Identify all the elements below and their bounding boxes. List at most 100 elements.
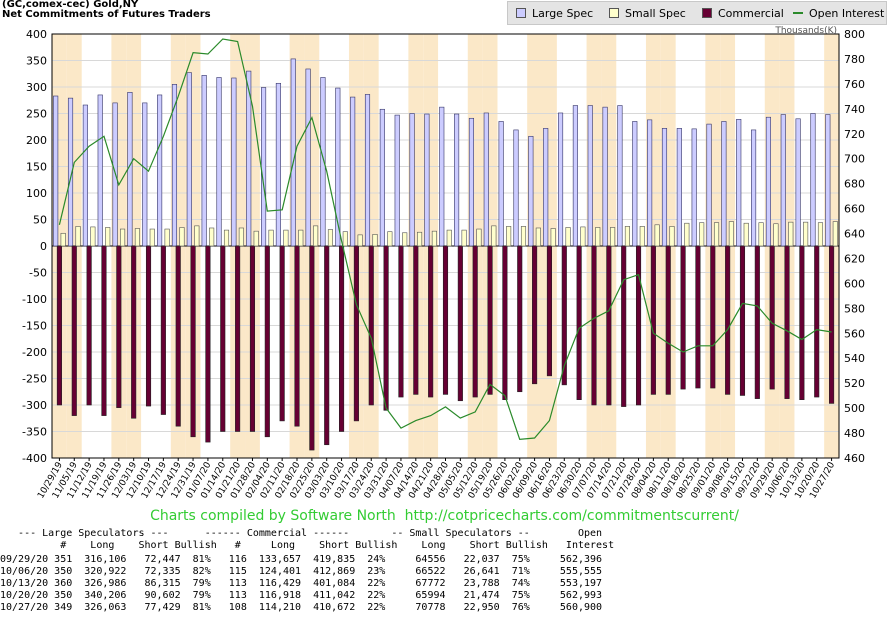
commercial-bar	[264, 245, 270, 438]
large-spec-bar	[691, 128, 697, 247]
commercial-bar	[591, 245, 597, 406]
small-spec-bar	[164, 228, 170, 247]
table-row: 10/20/20 350 340,206 90,602 79% 113 116,…	[0, 590, 603, 601]
legend-item-large-spec: Large Spec	[516, 7, 593, 20]
commercial-bar	[131, 245, 137, 419]
small-spec-bar	[684, 222, 690, 247]
commercial-bar	[294, 245, 300, 427]
y-right-tick-label: 560	[844, 327, 865, 340]
commercial-bar	[769, 245, 775, 390]
large-spec-bar	[617, 105, 623, 247]
commercial-bar	[502, 245, 508, 400]
commercial-bar	[235, 245, 241, 432]
table-row: 10/06/20 350 320,922 72,335 82% 115 124,…	[0, 566, 603, 577]
y-left-tick-label: 250	[26, 108, 47, 121]
large-spec-bar	[320, 77, 326, 247]
y-left-tick-label: -200	[22, 346, 47, 359]
large-spec-bar	[721, 121, 727, 247]
large-spec-bar	[53, 95, 59, 247]
small-spec-bar	[506, 226, 512, 247]
large-spec-bar	[765, 116, 771, 247]
small-spec-bar	[342, 231, 348, 247]
legend-item-small-spec: Small Spec	[609, 7, 686, 20]
small-spec-bar	[253, 230, 259, 247]
commercial-bar	[101, 245, 107, 416]
y-right-tick-label: 640	[844, 228, 865, 241]
large-spec-bar	[661, 128, 668, 247]
large-spec-bar	[543, 128, 549, 247]
commercial-bar	[680, 245, 686, 390]
y-left-tick-label: -300	[22, 399, 47, 412]
small-spec-bar	[535, 227, 541, 247]
commercial-bar	[413, 245, 419, 395]
small-spec-bar	[283, 229, 289, 247]
large-spec-bar	[231, 77, 237, 247]
large-spec-bar	[795, 118, 801, 247]
large-spec-bar	[246, 70, 252, 247]
table-row: 10/27/20 349 326,063 77,429 81% 108 114,…	[0, 602, 603, 613]
y-left-tick-label: 400	[26, 28, 47, 41]
y-left-tick-label: -150	[22, 320, 47, 333]
large-spec-bar	[201, 75, 207, 247]
small-spec-bar	[669, 226, 675, 247]
small-spec-bar	[758, 222, 764, 247]
commercial-bar	[457, 245, 463, 402]
large-spec-bar	[498, 121, 504, 247]
y-right-tick-label: 680	[844, 178, 865, 191]
large-spec-bar	[409, 113, 415, 247]
large-spec-bar	[216, 77, 222, 247]
commercial-bar	[368, 245, 374, 406]
large-spec-bar	[780, 114, 786, 247]
y-left-tick-label: 350	[26, 55, 47, 68]
small-spec-bar	[313, 225, 319, 247]
y-right-tick-label: 720	[844, 128, 865, 141]
y-right-tick-label: 540	[844, 352, 865, 365]
large-spec-bar	[67, 97, 74, 247]
y-right-tick-label: 700	[844, 153, 865, 166]
commercial-bar	[190, 245, 196, 438]
large-spec-bar	[97, 94, 103, 247]
large-spec-bar	[424, 113, 430, 247]
legend-label: Open Interest	[809, 7, 885, 20]
small-spec-bar	[550, 228, 556, 247]
small-spec-bar	[327, 229, 334, 247]
commercial-bar	[145, 245, 152, 407]
commercial-bar	[249, 245, 256, 432]
small-spec-bar	[639, 226, 645, 247]
small-spec-bar	[238, 227, 244, 247]
large-spec-bar	[706, 123, 712, 247]
small-spec-bar	[624, 226, 630, 247]
large-spec-bar	[587, 105, 593, 247]
large-spec-bar	[602, 106, 608, 247]
small-spec-bar	[357, 234, 363, 247]
units-label: Thousands(K)	[774, 26, 837, 36]
small-spec-bar	[491, 225, 497, 247]
commercial-bar	[814, 245, 820, 398]
small-spec-bar	[179, 227, 185, 247]
y-right-tick-label: 780	[844, 53, 865, 66]
small-spec-swatch	[609, 8, 619, 18]
y-right-tick-label: 760	[844, 78, 865, 91]
large-spec-bar	[513, 129, 519, 247]
chart-subtitle: Net Commitments of Futures Traders	[2, 9, 211, 20]
large-spec-bar	[676, 128, 682, 247]
y-left-tick-label: 150	[26, 161, 47, 174]
commercial-bar	[635, 245, 642, 406]
y-right-tick-label: 460	[844, 452, 865, 465]
large-spec-bar	[364, 94, 371, 247]
small-spec-bar	[713, 222, 720, 247]
large-spec-bar	[186, 72, 192, 247]
y-left-tick-label: -400	[22, 452, 47, 465]
commercial-bar	[442, 245, 449, 395]
legend-item-open-interest: Open Interest	[793, 7, 884, 20]
commercial-bar	[56, 245, 62, 406]
small-spec-bar	[743, 222, 749, 247]
small-spec-bar	[402, 232, 408, 247]
large-spec-bar	[379, 108, 385, 247]
commercial-bar	[398, 245, 404, 398]
small-spec-bar	[268, 229, 274, 247]
small-spec-bar	[446, 229, 452, 247]
large-spec-bar	[439, 106, 445, 247]
small-spec-bar	[817, 222, 824, 247]
table-column-header: # Long Short Bullish # Long Short Bullis…	[0, 540, 615, 551]
